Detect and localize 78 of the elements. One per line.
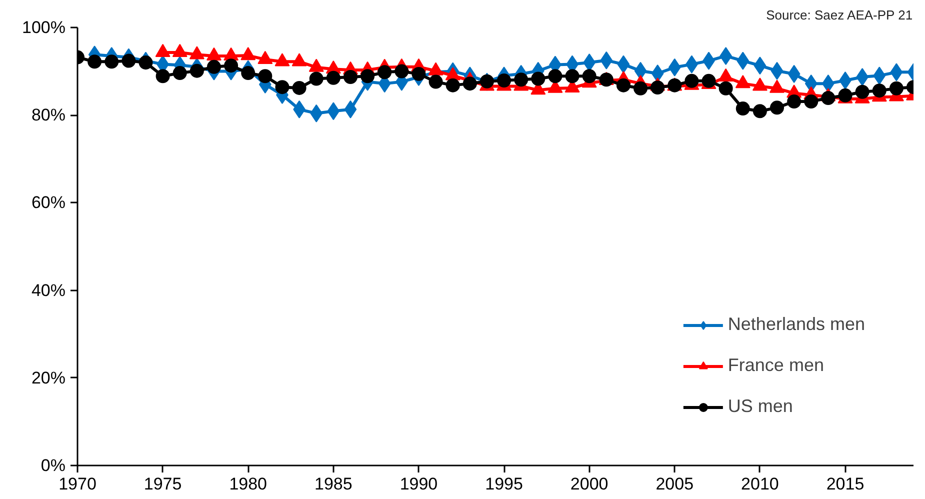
- point: [787, 94, 802, 109]
- point: [565, 69, 580, 84]
- point: [88, 54, 102, 69]
- y-tick-label: 20%: [31, 368, 66, 388]
- point: [514, 72, 528, 87]
- point: [310, 104, 323, 122]
- point: [378, 65, 392, 80]
- point: [788, 64, 800, 83]
- point: [770, 62, 784, 80]
- point: [770, 100, 784, 115]
- point: [548, 69, 562, 84]
- point: [394, 64, 409, 78]
- point: [190, 64, 204, 78]
- point: [172, 66, 187, 80]
- point: [668, 58, 681, 76]
- point: [754, 56, 766, 75]
- point: [617, 55, 630, 74]
- point: [138, 56, 153, 70]
- point: [412, 66, 426, 81]
- point: [718, 81, 733, 96]
- point: [616, 78, 630, 92]
- point: [497, 74, 512, 88]
- y-tick-label: 0%: [40, 456, 66, 475]
- point: [582, 69, 596, 84]
- y-tick-label: 40%: [31, 280, 66, 300]
- point: [752, 104, 767, 118]
- point: [634, 62, 647, 80]
- point: [462, 76, 477, 91]
- x-tick-label: 1995: [485, 474, 523, 494]
- point: [360, 69, 375, 84]
- legend-label: France men: [728, 355, 824, 376]
- point: [343, 70, 358, 84]
- point: [206, 60, 221, 74]
- point: [651, 64, 664, 82]
- point: [821, 91, 836, 106]
- point: [446, 78, 460, 92]
- point: [428, 74, 443, 89]
- point: [275, 80, 290, 94]
- point: [258, 69, 272, 84]
- x-tick-label: 1975: [144, 474, 182, 494]
- point: [531, 72, 546, 86]
- point: [104, 54, 119, 69]
- x-tick-label: 2015: [826, 474, 864, 494]
- point: [650, 80, 665, 94]
- point: [241, 66, 256, 80]
- point: [224, 58, 238, 73]
- point: [480, 74, 494, 88]
- point: [684, 74, 699, 88]
- point: [156, 69, 170, 84]
- point: [122, 54, 136, 68]
- point: [309, 72, 324, 86]
- source-note: Source: Saez AEA-PP 21: [766, 8, 913, 22]
- point: [890, 63, 903, 82]
- x-tick-label: 2005: [656, 474, 694, 494]
- legend-label: Netherlands men: [728, 314, 865, 335]
- point: [889, 81, 904, 96]
- point: [736, 102, 750, 116]
- legend-label: US men: [728, 396, 793, 417]
- point: [327, 102, 340, 120]
- point: [326, 70, 340, 85]
- point: [292, 80, 306, 95]
- x-tick-label: 1985: [314, 474, 352, 494]
- point: [736, 52, 750, 70]
- point: [634, 81, 648, 96]
- y-tick-label: 80%: [31, 106, 66, 125]
- point: [600, 51, 613, 70]
- y-tick-label: 60%: [31, 193, 66, 212]
- x-tick-label: 1970: [58, 474, 96, 494]
- x-tick-label: 1990: [400, 474, 438, 494]
- point: [872, 84, 886, 98]
- point: [873, 66, 886, 85]
- point: [855, 84, 870, 99]
- x-tick-label: 1980: [229, 474, 268, 494]
- x-tick-label: 2010: [741, 474, 779, 494]
- y-tick-label: 100%: [22, 18, 66, 37]
- x-tick-label: 2000: [570, 474, 608, 494]
- point: [344, 100, 357, 118]
- point: [804, 94, 818, 109]
